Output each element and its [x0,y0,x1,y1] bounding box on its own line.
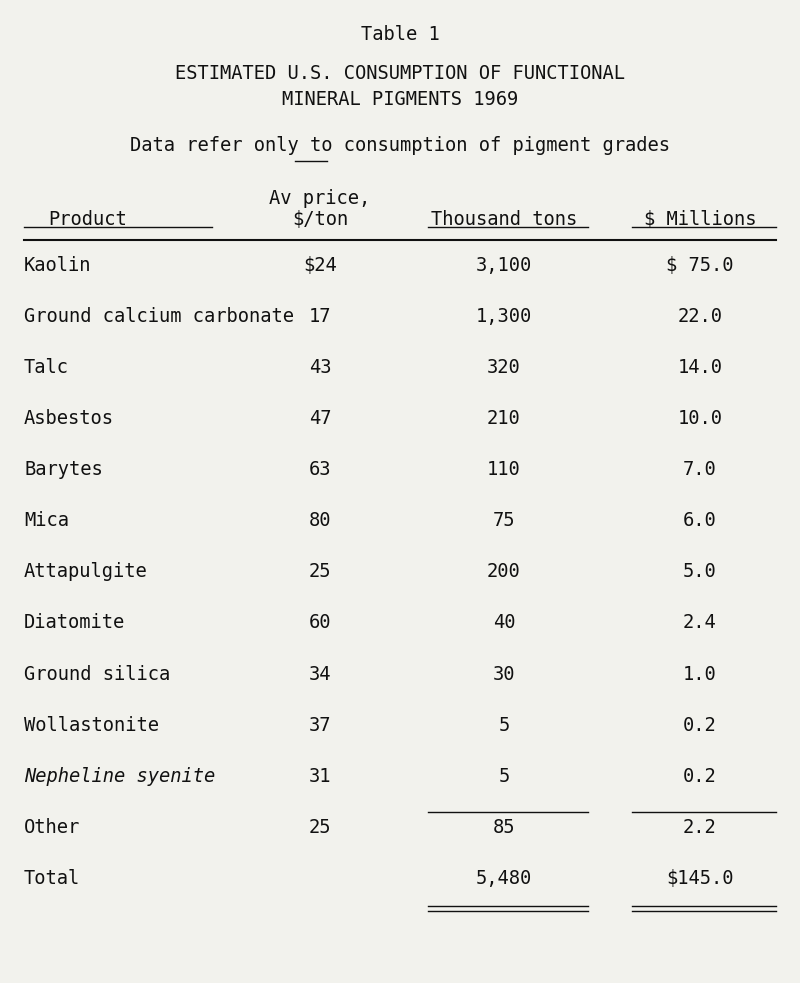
Text: Talc: Talc [24,358,69,376]
Text: 6.0: 6.0 [683,511,717,530]
Text: $24: $24 [303,256,337,274]
Text: Total: Total [24,869,80,888]
Text: $145.0: $145.0 [666,869,734,888]
Text: 7.0: 7.0 [683,460,717,479]
Text: 1,300: 1,300 [476,307,532,325]
Text: MINERAL PIGMENTS 1969: MINERAL PIGMENTS 1969 [282,90,518,109]
Text: $ 75.0: $ 75.0 [666,256,734,274]
Text: 5: 5 [498,767,510,785]
Text: 31: 31 [309,767,331,785]
Text: ESTIMATED U.S. CONSUMPTION OF FUNCTIONAL: ESTIMATED U.S. CONSUMPTION OF FUNCTIONAL [175,64,625,83]
Text: Nepheline syenite: Nepheline syenite [24,767,215,785]
Text: 14.0: 14.0 [678,358,722,376]
Text: $/ton: $/ton [292,210,348,229]
Text: 5,480: 5,480 [476,869,532,888]
Text: Attapulgite: Attapulgite [24,562,148,581]
Text: 210: 210 [487,409,521,428]
Text: Ground calcium carbonate: Ground calcium carbonate [24,307,294,325]
Text: 320: 320 [487,358,521,376]
Text: 60: 60 [309,613,331,632]
Text: Asbestos: Asbestos [24,409,114,428]
Text: 200: 200 [487,562,521,581]
Text: Barytes: Barytes [24,460,102,479]
Text: 3,100: 3,100 [476,256,532,274]
Text: 85: 85 [493,818,515,837]
Text: 25: 25 [309,562,331,581]
Text: Other: Other [24,818,80,837]
Text: 75: 75 [493,511,515,530]
Text: 30: 30 [493,665,515,683]
Text: 10.0: 10.0 [678,409,722,428]
Text: 2.4: 2.4 [683,613,717,632]
Text: 5.0: 5.0 [683,562,717,581]
Text: Wollastonite: Wollastonite [24,716,159,734]
Text: 80: 80 [309,511,331,530]
Text: 2.2: 2.2 [683,818,717,837]
Text: Product: Product [49,210,127,229]
Text: 0.2: 0.2 [683,767,717,785]
Text: 22.0: 22.0 [678,307,722,325]
Text: $ Millions: $ Millions [644,210,756,229]
Text: Table 1: Table 1 [361,25,439,43]
Text: Av price,: Av price, [270,189,370,207]
Text: 43: 43 [309,358,331,376]
Text: 40: 40 [493,613,515,632]
Text: Data refer only to consumption of pigment grades: Data refer only to consumption of pigmen… [130,136,670,154]
Text: Ground silica: Ground silica [24,665,170,683]
Text: 34: 34 [309,665,331,683]
Text: Thousand tons: Thousand tons [431,210,577,229]
Text: 25: 25 [309,818,331,837]
Text: 0.2: 0.2 [683,716,717,734]
Text: Diatomite: Diatomite [24,613,126,632]
Text: 17: 17 [309,307,331,325]
Text: 110: 110 [487,460,521,479]
Text: 1.0: 1.0 [683,665,717,683]
Text: Kaolin: Kaolin [24,256,91,274]
Text: 5: 5 [498,716,510,734]
Text: 47: 47 [309,409,331,428]
Text: 63: 63 [309,460,331,479]
Text: Mica: Mica [24,511,69,530]
Text: 37: 37 [309,716,331,734]
